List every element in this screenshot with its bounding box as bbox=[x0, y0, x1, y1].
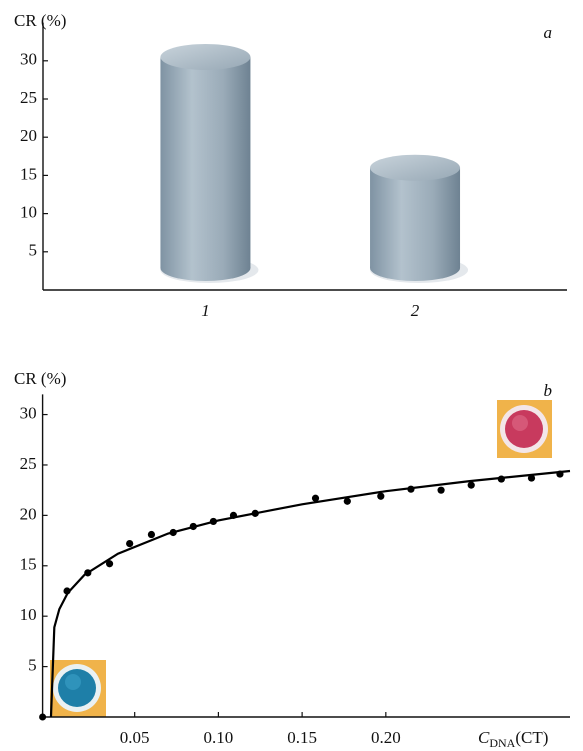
x-tick-label: 0.10 bbox=[204, 728, 234, 747]
x-tick-label: 0.05 bbox=[120, 728, 150, 747]
fit-curve bbox=[51, 471, 570, 717]
y-tick-label: 5 bbox=[29, 241, 38, 260]
y-tick-label: 10 bbox=[20, 203, 37, 222]
bar-bottom bbox=[160, 255, 250, 281]
bar-top bbox=[160, 44, 250, 70]
data-point bbox=[344, 498, 351, 505]
bar-body bbox=[160, 57, 250, 268]
y-tick-label: 5 bbox=[28, 656, 37, 675]
x-label-symbol: C bbox=[478, 728, 490, 747]
y-tick-label: 30 bbox=[20, 50, 37, 69]
inset-blue bbox=[50, 660, 106, 717]
data-point bbox=[126, 540, 133, 547]
y-axis-label: CR (%) bbox=[14, 11, 66, 30]
inset-pink bbox=[497, 400, 552, 458]
data-point bbox=[148, 531, 155, 538]
panel-label: a bbox=[544, 23, 553, 42]
bar bbox=[160, 44, 250, 281]
panel-label: b bbox=[544, 381, 553, 400]
origin-dot bbox=[39, 714, 46, 721]
x-tick-label: 1 bbox=[201, 301, 210, 320]
y-tick-label: 20 bbox=[20, 504, 37, 523]
bar-top bbox=[370, 155, 460, 181]
x-label-subscript: DNA bbox=[489, 736, 515, 750]
data-point bbox=[468, 482, 475, 489]
y-tick-label: 25 bbox=[20, 88, 37, 107]
data-point bbox=[437, 487, 444, 494]
y-tick-label: 15 bbox=[20, 555, 37, 574]
y-axis-label: CR (%) bbox=[14, 369, 66, 388]
data-point bbox=[377, 493, 384, 500]
y-tick-label: 15 bbox=[20, 164, 37, 183]
bar-body bbox=[370, 168, 460, 268]
y-tick-label: 10 bbox=[20, 605, 37, 624]
x-tick-label: 2 bbox=[411, 301, 420, 320]
x-tick-label: 0.20 bbox=[371, 728, 401, 747]
figure: CR (%) a 5 10 15 20 25 30 1 2 CR (%) b 5 10 15 20 25 30 0.… bbox=[0, 0, 583, 751]
bar-bottom bbox=[370, 255, 460, 281]
y-tick-label: 25 bbox=[20, 454, 37, 473]
x-label-unit: (CT) bbox=[515, 728, 548, 747]
y-tick-label: 20 bbox=[20, 126, 37, 145]
bar bbox=[370, 155, 460, 281]
x-tick-label: 0.15 bbox=[287, 728, 317, 747]
y-tick-label: 30 bbox=[20, 403, 37, 422]
x-axis-label: CDNA(CT) bbox=[478, 728, 548, 750]
